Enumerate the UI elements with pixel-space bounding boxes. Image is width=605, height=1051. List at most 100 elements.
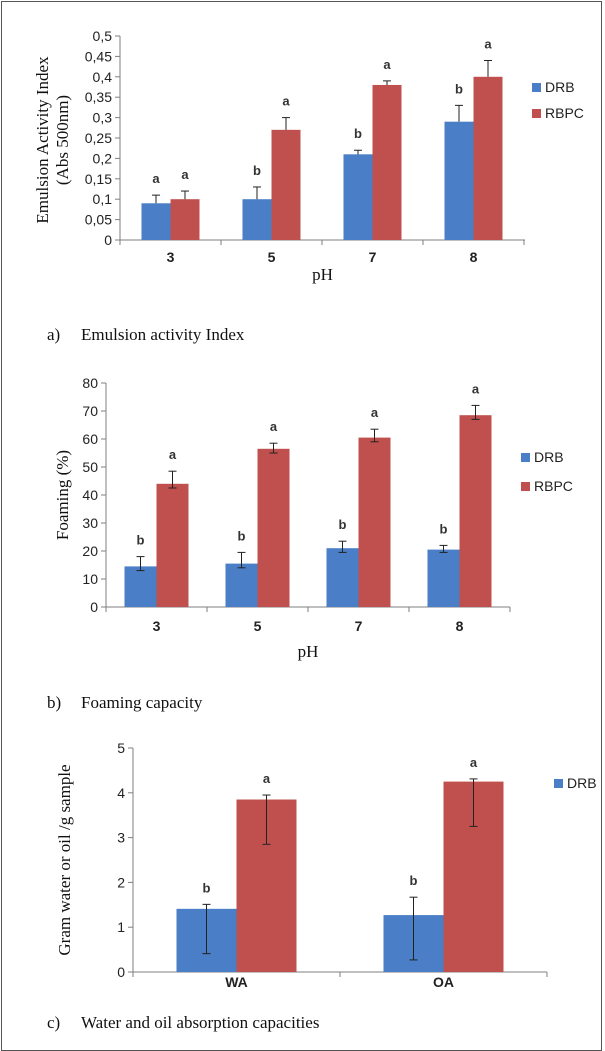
bar-rbpc (257, 448, 290, 607)
bar-rbpc (459, 415, 492, 607)
y-tick-label: 0,4 (93, 69, 113, 85)
y-tick-label: 20 (82, 543, 98, 559)
significance-letter: b (410, 873, 418, 888)
caption-b-text: Foaming capacity (81, 693, 203, 712)
x-tick-label: 5 (254, 618, 262, 634)
y-tick-label: 0 (117, 964, 125, 980)
significance-letter: a (484, 36, 492, 51)
legend-swatch-drb (554, 779, 563, 788)
significance-letter: a (152, 171, 160, 186)
bar-drb (343, 154, 373, 240)
y-tick-label: 0,15 (85, 171, 112, 187)
foaming-capacity-chart: 0 10 20 30 40 50 60 70 80 3 5 7 8 b b b b a a a a Foaming (%)… (53, 375, 573, 661)
x-tick-label: 5 (268, 249, 276, 265)
significance-letter: b (339, 517, 347, 532)
y-tick-label: 70 (82, 403, 98, 419)
y-tick-label: 0,35 (85, 89, 112, 105)
y-tick-label: 4 (117, 785, 125, 801)
significance-letter: a (371, 405, 379, 420)
x-tick-label: OA (433, 974, 454, 990)
y-tick-label: 0,45 (85, 48, 112, 64)
y-tick-label: 1 (117, 919, 125, 935)
y-tick-label: 80 (82, 375, 98, 391)
y-tick-label: 30 (82, 515, 98, 531)
x-axis-label: pH (298, 642, 319, 661)
caption-a-text: Emulsion activity Index (81, 325, 245, 344)
significance-letter: b (137, 533, 145, 548)
y-axis-label: (Abs 500nm) (53, 95, 72, 185)
y-tick-label: 0,2 (93, 150, 113, 166)
legend-label-drb: DRB (545, 79, 575, 95)
significance-letter: b (440, 521, 448, 536)
legend-swatch-drb (521, 453, 530, 462)
significance-letter: a (383, 57, 391, 72)
y-tick-label: 3 (117, 830, 125, 846)
y-tick-label: 50 (82, 459, 98, 475)
bar-rbpc (372, 84, 402, 241)
caption-c-label: c) (47, 1013, 61, 1032)
significance-letter: a (282, 94, 290, 109)
caption-b-label: b) (47, 693, 62, 712)
y-axis-label: Foaming (%) (53, 450, 72, 540)
bar-drb (141, 203, 171, 240)
x-tick-label: 8 (470, 249, 478, 265)
y-tick-label: 0,3 (93, 110, 113, 126)
x-tick-label: 8 (456, 618, 464, 634)
bar-rbpc (473, 76, 503, 240)
x-tick-label: 3 (153, 618, 161, 634)
legend-label-drb: DRB (534, 449, 564, 465)
caption-c-text: Water and oil absorption capacities (81, 1013, 320, 1032)
y-tick-label: 2 (117, 874, 125, 890)
bar-drb (225, 563, 258, 607)
bar-rbpc (156, 483, 189, 607)
y-tick-label: 60 (82, 431, 98, 447)
caption-a-label: a) (47, 325, 61, 344)
bar-drb (427, 549, 460, 607)
legend-swatch-rbpc (521, 482, 530, 491)
significance-letter: b (238, 528, 246, 543)
y-axis-label: Emulsion Activity Index (33, 56, 52, 224)
absorption-capacity-chart: 0 1 2 3 4 5 WA OA b b a a Gram water or oil /g sampl… (55, 740, 597, 990)
bar-drb (326, 548, 359, 607)
significance-letter: a (263, 771, 271, 786)
legend-label-drb: DRB (567, 775, 597, 791)
x-axis-label: pH (312, 265, 333, 284)
bar-rbpc (170, 199, 200, 240)
significance-letter: b (354, 126, 362, 141)
y-tick-label: 0,25 (85, 130, 112, 146)
x-tick-label: 7 (355, 618, 363, 634)
y-tick-label: 0,1 (93, 191, 113, 207)
y-axis-label: Gram water or oil /g sample (55, 764, 74, 955)
significance-letter: a (181, 167, 189, 182)
significance-letter: a (472, 381, 480, 396)
significance-letter: b (455, 81, 463, 96)
emulsion-activity-chart: 0 0,05 0,1 0,15 0,2 0,25 0,3 0,35 0,4 0,45 0,5 3 5 7 8… (33, 28, 584, 284)
y-tick-label: 0 (104, 232, 112, 248)
caption-b: b) Foaming capacity (47, 693, 202, 713)
y-tick-label: 0,5 (93, 28, 113, 44)
legend-swatch-rbpc (532, 109, 541, 118)
bar-drb (242, 199, 272, 240)
significance-letter: b (203, 880, 211, 895)
y-tick-label: 5 (117, 740, 125, 756)
bar-rbpc (358, 437, 391, 607)
significance-letter: a (470, 755, 478, 770)
y-tick-label: 0 (90, 599, 98, 615)
y-tick-label: 0,05 (85, 212, 112, 228)
bar-rbpc (271, 129, 301, 240)
x-tick-label: WA (225, 974, 248, 990)
legend-label-rbpc: RBPC (545, 105, 584, 121)
x-tick-label: 3 (167, 249, 175, 265)
y-tick-label: 40 (82, 487, 98, 503)
legend-swatch-drb (532, 83, 541, 92)
y-tick-label: 10 (82, 571, 98, 587)
bar-drb (444, 121, 474, 240)
significance-letter: a (169, 447, 177, 462)
caption-c: c) Water and oil absorption capacities (47, 1013, 319, 1033)
legend-label-rbpc: RBPC (534, 478, 573, 494)
significance-letter: a (270, 419, 278, 434)
bar-drb (124, 566, 157, 607)
x-tick-label: 7 (369, 249, 377, 265)
caption-a: a) Emulsion activity Index (47, 325, 244, 345)
significance-letter: b (253, 163, 261, 178)
